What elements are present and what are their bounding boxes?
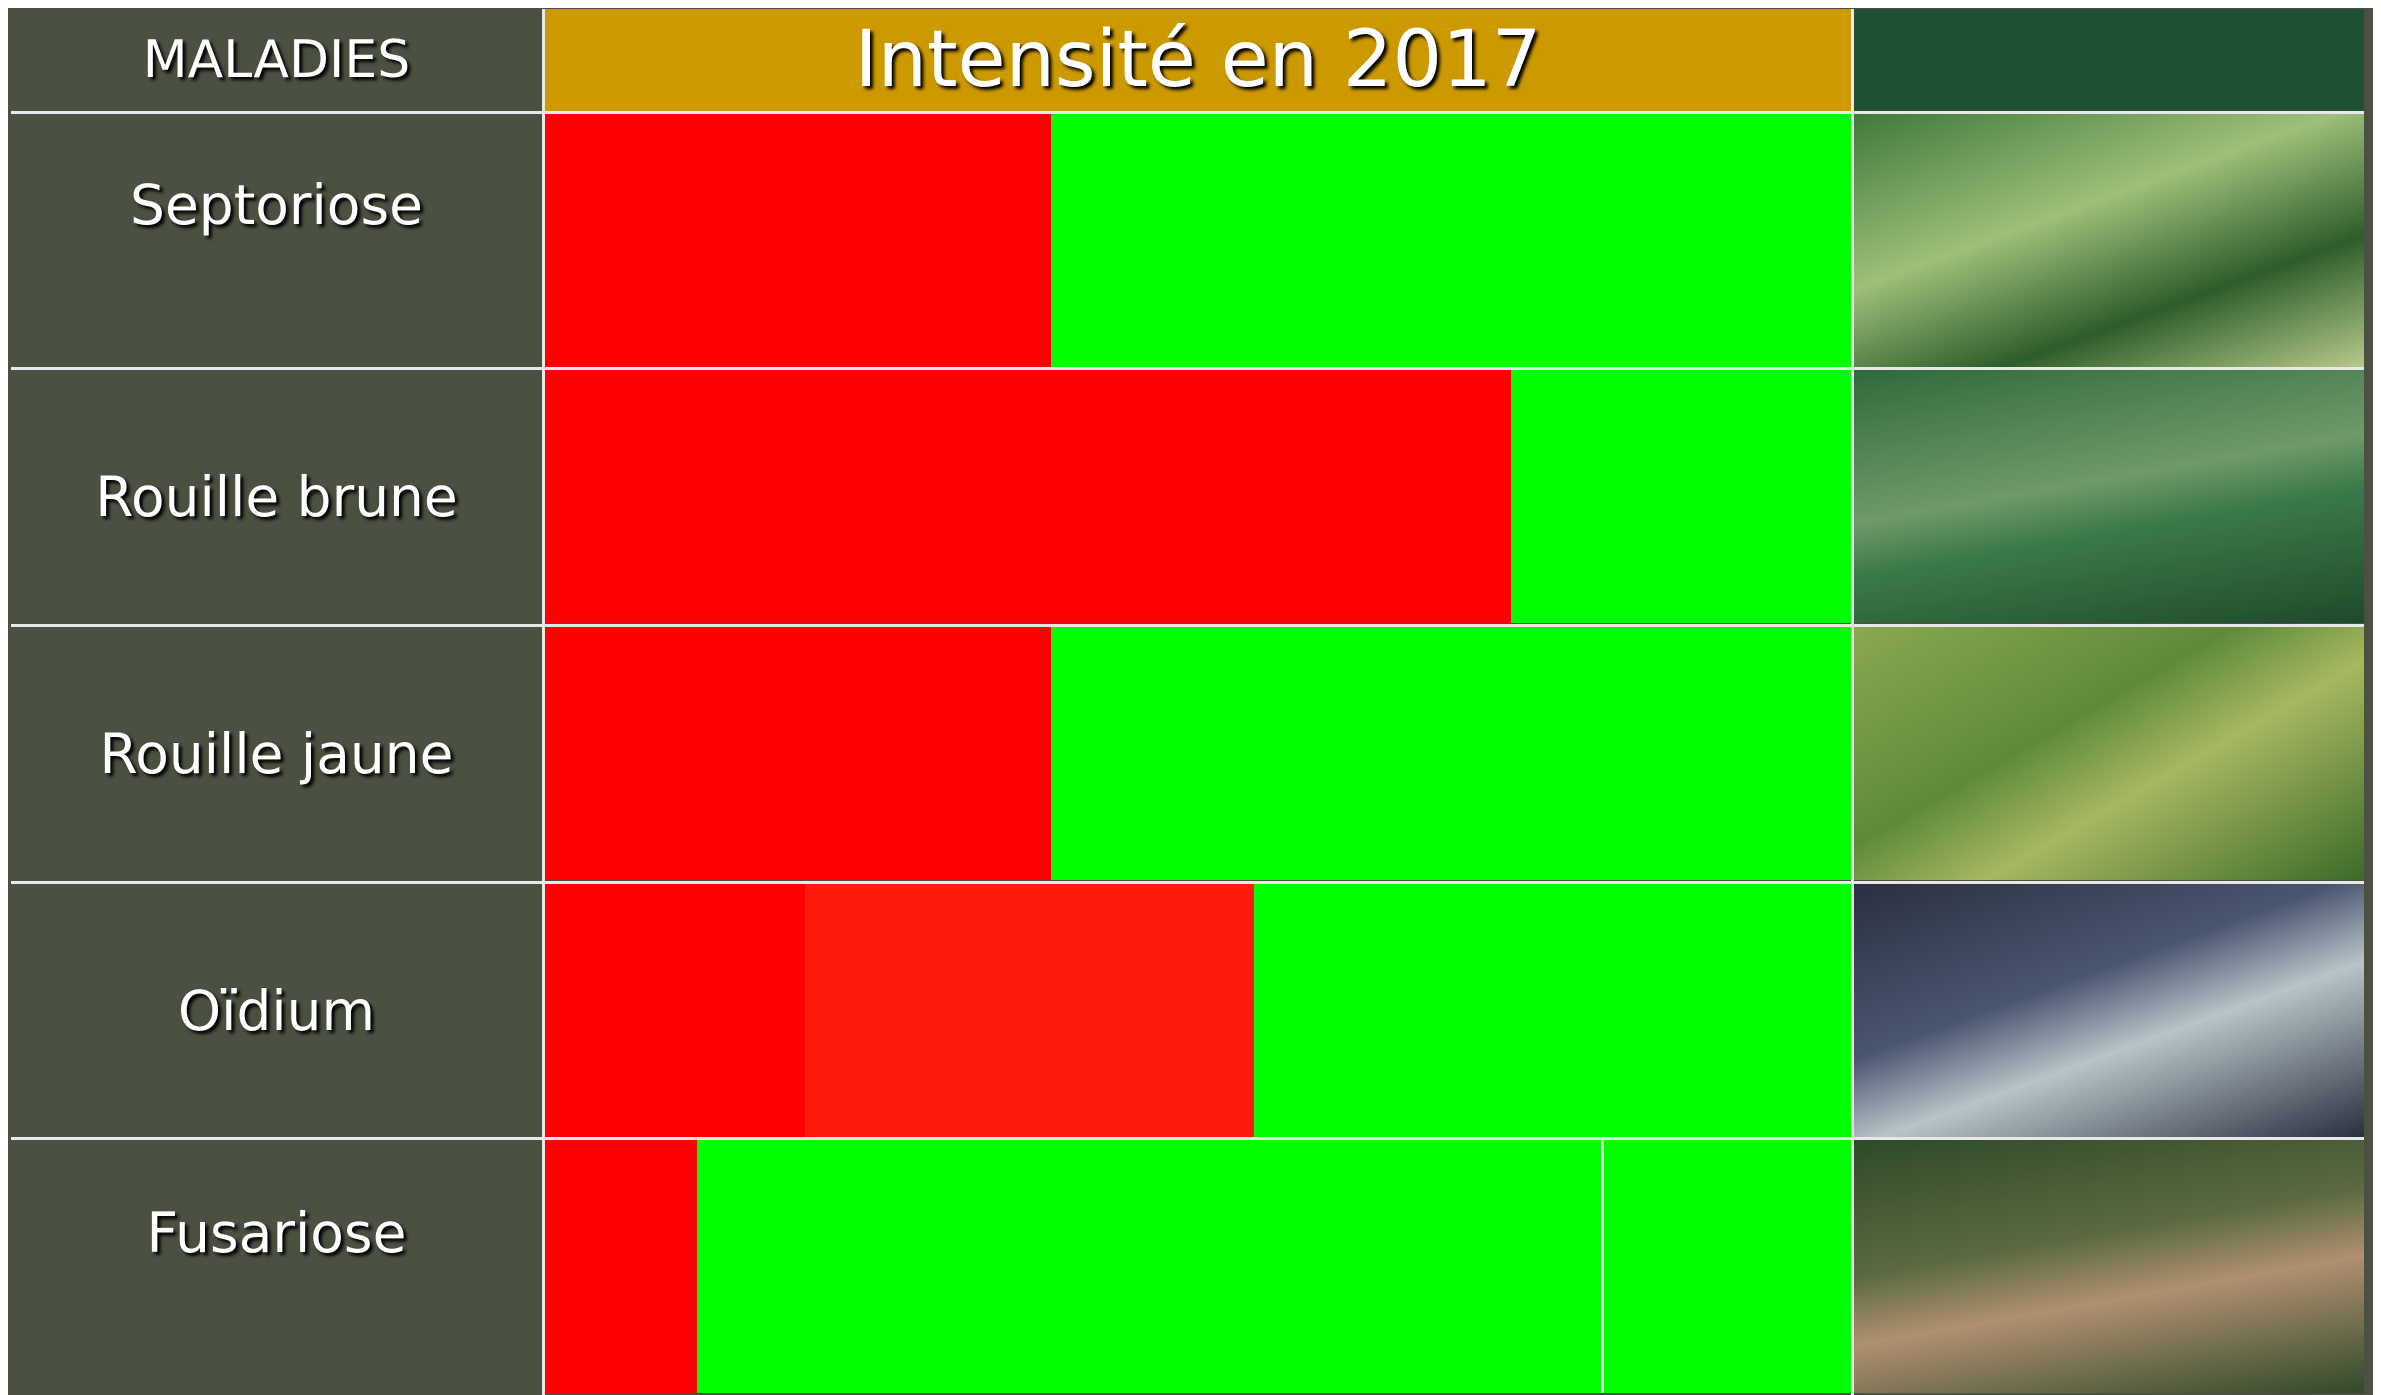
row-label: Septoriose: [11, 165, 542, 245]
row-separator: [11, 111, 2364, 114]
red-bar-light: [805, 884, 1254, 1137]
green-bar: [545, 1140, 1851, 1393]
row-label: Rouille jaune: [11, 627, 542, 880]
column-separator: [542, 9, 545, 1395]
disease-photo: [1854, 370, 2364, 623]
row-label: Oïdium: [11, 884, 542, 1137]
red-bar: [545, 627, 1051, 880]
row-separator: [11, 367, 2364, 370]
disease-photo: [1854, 627, 2364, 880]
header-first-column: MALADIES: [11, 9, 542, 111]
red-bar: [545, 1140, 697, 1393]
slide: MALADIES Intensité en 2017 (() => { cons…: [0, 0, 2381, 1395]
row-separator: [11, 624, 2364, 627]
row-label: Fusariose: [11, 1193, 542, 1273]
disease-photo: [1854, 1140, 2364, 1393]
disease-photo: [1854, 114, 2364, 367]
red-bar: [545, 114, 1051, 367]
header-title: Intensité en 2017: [545, 9, 1851, 111]
disease-photo: [1854, 884, 2364, 1137]
column-separator: [1851, 9, 1854, 1395]
divider: [1601, 1140, 1604, 1393]
row-label: Rouille brune: [11, 370, 542, 623]
row-separator: [11, 1137, 2364, 1140]
row-separator: [11, 881, 2364, 884]
header-right: [1854, 9, 2364, 111]
red-bar: [545, 370, 1511, 623]
